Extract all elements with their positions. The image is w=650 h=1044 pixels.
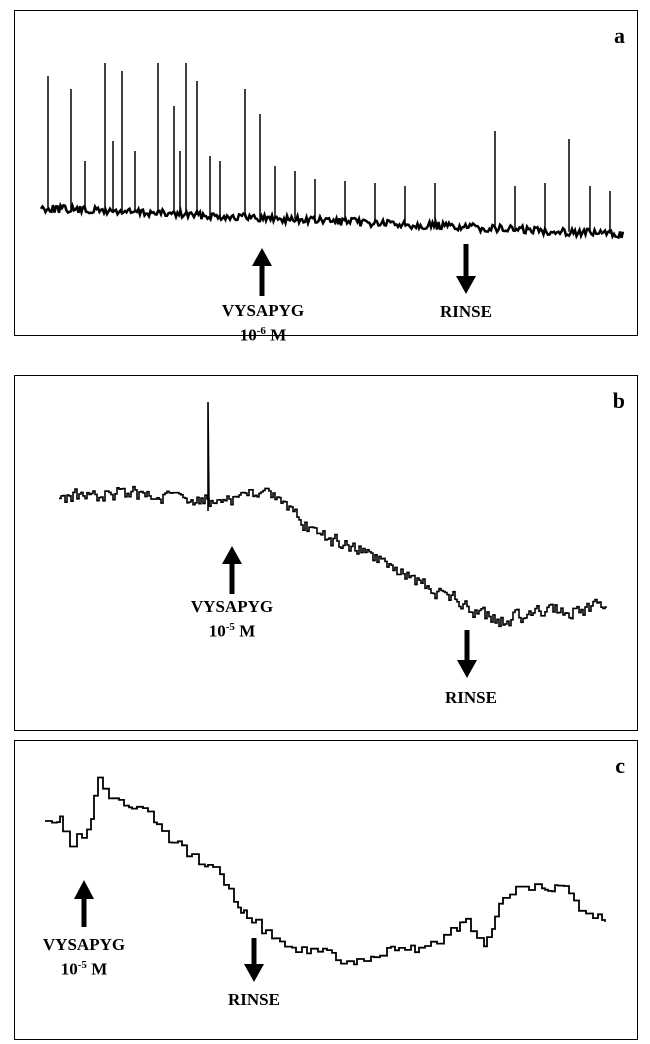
- rinse-label-a: RINSE: [440, 302, 492, 321]
- agonist-name-c: VYSAPYG: [42, 935, 126, 954]
- agonist-name-a: VYSAPYG: [221, 301, 305, 320]
- arrow-up-a: [252, 248, 272, 296]
- rinse-label-b: RINSE: [445, 688, 497, 707]
- agonist-label-b: VYSAPYG 10-5 M: [167, 596, 297, 642]
- agonist-label-c: VYSAPYG 10-5 M: [19, 934, 149, 980]
- panel-label-a: a: [614, 23, 625, 48]
- agonist-label-a: VYSAPYG 10-6 M: [198, 300, 328, 346]
- trace-a: [39, 63, 625, 296]
- trace-c: [45, 776, 606, 982]
- panel-label-b: b: [612, 388, 625, 413]
- trace-a-baseline: [39, 201, 625, 240]
- trace-b: [59, 401, 607, 678]
- panel-b: b VYSAPYG 10-5 M RINSE: [14, 375, 638, 731]
- agonist-conc-a: 10-6 M: [239, 325, 287, 345]
- trace-c-line: [45, 776, 606, 966]
- rinse-label-c: RINSE: [228, 990, 280, 1009]
- trace-b-line: [59, 485, 607, 628]
- agonist-conc-b: 10-5 M: [208, 621, 256, 641]
- trace-b-spike: [207, 401, 210, 511]
- arrow-down-c: [244, 938, 264, 982]
- arrow-up-b: [222, 546, 242, 594]
- panel-a: a VYSAPYG 10-6 M RINSE: [14, 10, 638, 345]
- panel-label-c: c: [615, 753, 625, 778]
- agonist-name-b: VYSAPYG: [190, 597, 274, 616]
- arrow-down-a: [456, 244, 476, 294]
- arrow-down-b: [457, 630, 477, 678]
- arrow-up-c: [74, 880, 94, 927]
- trace-a-spikes: [47, 63, 611, 234]
- panel-c: c VYSAPYG 10-5 M RINSE: [14, 740, 638, 1040]
- agonist-conc-c: 10-5 M: [60, 959, 108, 979]
